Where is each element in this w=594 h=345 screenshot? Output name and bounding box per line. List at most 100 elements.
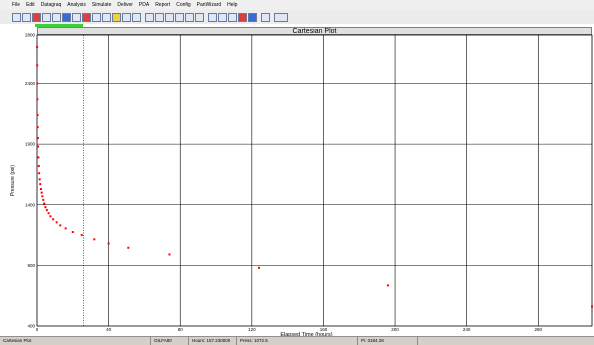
data-point (93, 238, 96, 241)
status-bar: Cartesian Plot OILFA80 Hours: 157.230000… (0, 336, 594, 345)
data-point (37, 145, 40, 148)
status-press: Press: 1072.5 (236, 337, 302, 345)
pencil-icon[interactable] (218, 12, 227, 22)
print-icon[interactable] (32, 12, 41, 22)
x-tick-label: 40 (106, 327, 112, 332)
menu-item-deliver[interactable]: Deliver (117, 2, 133, 8)
menu-item-file[interactable]: File (12, 2, 21, 8)
data-point (39, 187, 42, 190)
cartesian-plot[interactable]: 0 40 80 120 160 200 240 280 400 900 1400 1900 2400 28… (0, 0, 594, 336)
x-tick-label: 240 (463, 327, 471, 332)
calc-icon[interactable] (238, 12, 247, 22)
data-point (591, 305, 593, 308)
tx-icon[interactable] (274, 12, 288, 22)
copy-icon[interactable] (42, 12, 51, 22)
tag-icon[interactable] (208, 12, 217, 22)
x-tick-label: 80 (178, 327, 184, 332)
data-point (37, 156, 40, 159)
status-view: Cartesian Plot (3, 338, 32, 343)
status-pi: Pi: 3184.28 (357, 337, 417, 345)
save-icon[interactable] (22, 12, 31, 22)
plot-icon[interactable] (155, 12, 164, 22)
y-axis-label: Pressure (psi) (10, 165, 16, 196)
status-hours: Hours: 157.230000 (188, 337, 236, 345)
status-empty (417, 337, 594, 345)
x-axis-label: Elapsed Time (hours) (280, 332, 332, 336)
data-point (59, 224, 62, 227)
data-point (42, 198, 45, 201)
data-point (107, 242, 110, 245)
data-point (64, 227, 67, 230)
menu-item-help[interactable]: Help (227, 2, 238, 8)
flag2-icon[interactable] (261, 12, 270, 22)
chart-title: Cartesian Plot (37, 27, 592, 35)
y-tick-label: 1400 (25, 202, 36, 207)
match-icon[interactable] (195, 12, 204, 22)
undo-icon[interactable] (62, 12, 71, 22)
trash-icon[interactable] (248, 12, 257, 22)
history-icon[interactable] (185, 12, 194, 22)
menu-item-simulate[interactable]: Simulate (91, 2, 112, 8)
status-file: OILFA80 (150, 337, 188, 345)
flag-icon[interactable] (145, 12, 154, 22)
menu-item-config[interactable]: Config (176, 2, 191, 8)
data-point (36, 64, 39, 67)
data-point (45, 209, 48, 212)
plot-area (36, 34, 593, 327)
data-point (55, 221, 58, 224)
data-point (40, 191, 43, 194)
y-tick-label: 2800 (25, 33, 36, 38)
table-icon[interactable] (132, 12, 141, 22)
menu-item-report[interactable]: Report (155, 2, 171, 8)
data-point (127, 246, 130, 249)
toolbar (0, 10, 594, 24)
data-point (36, 98, 39, 101)
pan-icon[interactable] (92, 12, 101, 22)
cut-icon[interactable] (72, 12, 81, 22)
data-point (36, 114, 39, 117)
semilog-icon[interactable] (165, 12, 174, 22)
grid-icon[interactable] (102, 12, 111, 22)
zoom-icon[interactable] (82, 12, 91, 22)
data-point (71, 231, 74, 234)
menu-item-edit[interactable]: Edit (26, 2, 35, 8)
bar-chart-icon[interactable] (112, 12, 121, 22)
menu-item-pda[interactable]: PDA (138, 2, 150, 8)
data-point (258, 266, 260, 269)
open-icon[interactable] (12, 12, 21, 22)
data-point (49, 215, 52, 218)
data-point (43, 202, 46, 205)
data-point (36, 82, 39, 85)
y-tick-label: 2400 (25, 81, 36, 86)
menu-bar: File Edit Datagraq Analysis Simulate Deliver P… (0, 0, 594, 10)
y-tick-label: 1900 (25, 142, 36, 147)
data-point (168, 253, 171, 256)
x-tick-label: 200 (391, 327, 399, 332)
data-point (386, 284, 389, 287)
data-point (44, 206, 47, 209)
data-point (52, 218, 55, 221)
menu-item-panwizard[interactable]: PanWizard (196, 2, 222, 8)
data-point (80, 234, 83, 237)
paste-icon[interactable] (52, 12, 61, 22)
export-icon[interactable] (228, 12, 237, 22)
menu-item-datagraq[interactable]: Datagraq (40, 2, 62, 8)
y-tick-label: 400 (27, 324, 35, 329)
line-chart-icon[interactable] (122, 12, 131, 22)
data-point (38, 172, 41, 175)
x-tick-label: 280 (535, 327, 543, 332)
progress-indicator (35, 24, 83, 27)
loglog-icon[interactable] (175, 12, 184, 22)
data-point (36, 46, 39, 49)
data-point (36, 137, 39, 140)
menu-item-analysis[interactable]: Analysis (67, 2, 86, 8)
data-point (39, 183, 42, 186)
x-tick-label: 0 (36, 327, 39, 332)
data-point (37, 164, 40, 167)
data-point (41, 195, 44, 198)
x-tick-label: 160 (320, 327, 328, 332)
y-tick-label: 900 (27, 263, 35, 268)
data-point (36, 126, 39, 129)
data-point (38, 178, 41, 181)
data-point (47, 212, 50, 215)
